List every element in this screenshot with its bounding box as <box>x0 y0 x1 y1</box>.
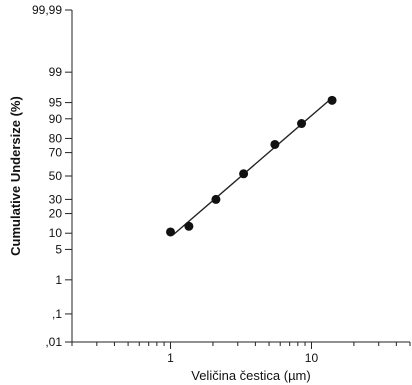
x-axis-ticks: 1 10 <box>71 342 411 365</box>
data-point <box>211 194 221 204</box>
y-axis-label: Cumulative Undersize (%) <box>8 96 23 256</box>
y-tick-label: ,1 <box>52 307 62 321</box>
y-tick-label: 50 <box>49 169 63 183</box>
x-tick-label: 10 <box>305 351 319 365</box>
data-series <box>166 95 337 237</box>
data-point <box>327 95 337 105</box>
y-tick-label: 70 <box>49 146 63 160</box>
y-tick-label: 99 <box>49 65 63 79</box>
data-point <box>297 119 307 129</box>
data-point <box>239 169 249 179</box>
y-tick-label: 1 <box>55 273 62 287</box>
data-point <box>184 221 194 231</box>
data-point <box>166 227 176 237</box>
y-tick-label: 30 <box>49 192 63 206</box>
y-tick-label: 10 <box>49 226 63 240</box>
x-axis-label: Veličina čestica (µm) <box>191 368 310 383</box>
fit-line <box>173 97 333 236</box>
y-tick-label: 20 <box>49 207 63 221</box>
y-tick-label: 95 <box>49 96 63 110</box>
y-tick-label: 5 <box>55 242 62 256</box>
data-point <box>270 139 280 149</box>
x-tick-label: 1 <box>167 351 174 365</box>
y-tick-label: 80 <box>49 131 63 145</box>
y-tick-label: 90 <box>49 112 63 126</box>
y-tick-label: 99,99 <box>32 3 62 17</box>
y-tick-label: ,01 <box>45 335 62 349</box>
